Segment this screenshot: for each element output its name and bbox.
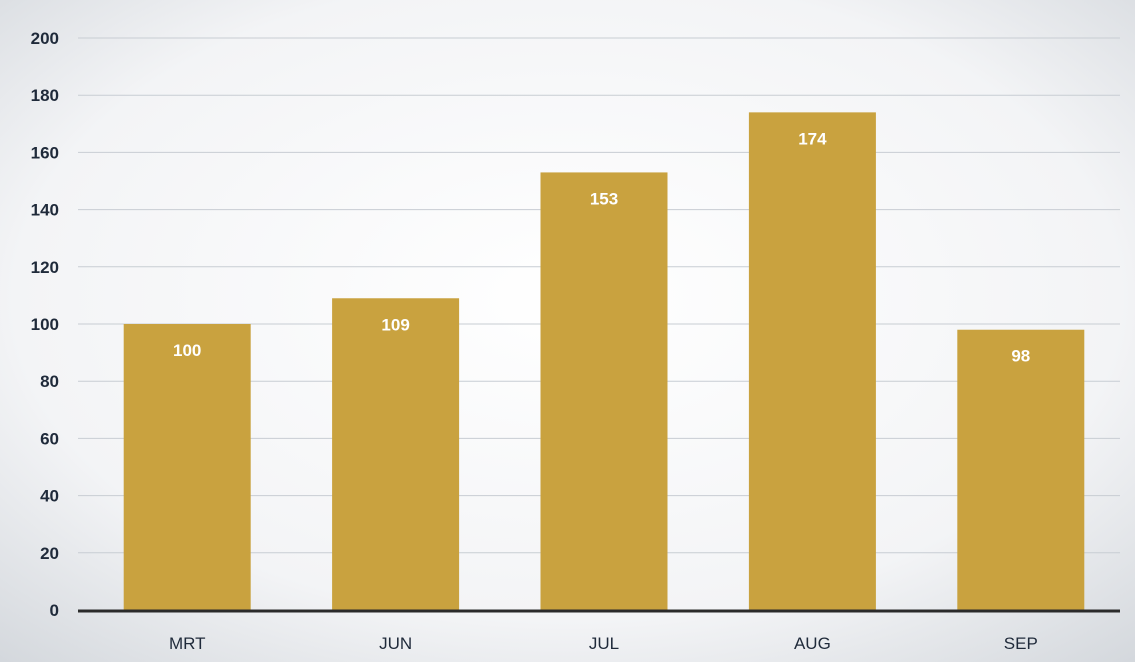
y-tick-label: 200 (31, 29, 59, 48)
bar-aug (749, 112, 876, 610)
data-label: 153 (590, 189, 618, 208)
x-tick-label: SEP (1004, 634, 1038, 653)
bar-mrt (124, 324, 251, 610)
x-tick-label: JUL (589, 634, 619, 653)
y-tick-label: 160 (31, 143, 59, 162)
data-label: 109 (381, 315, 409, 334)
x-tick-label: JUN (379, 634, 412, 653)
y-tick-label: 80 (40, 372, 59, 391)
data-label: 98 (1011, 347, 1030, 366)
bar-sep (957, 330, 1084, 610)
x-tick-label: MRT (169, 634, 206, 653)
y-tick-label: 0 (50, 601, 59, 620)
x-tick-label: AUG (794, 634, 831, 653)
data-label: 174 (798, 129, 827, 148)
y-tick-label: 60 (40, 429, 59, 448)
bar-jul (541, 172, 668, 610)
y-tick-label: 100 (31, 315, 59, 334)
y-tick-label: 20 (40, 544, 59, 563)
y-tick-label: 40 (40, 487, 59, 506)
y-tick-label: 120 (31, 258, 59, 277)
data-label: 100 (173, 341, 201, 360)
bar-jun (332, 298, 459, 610)
y-tick-label: 180 (31, 86, 59, 105)
y-tick-label: 140 (31, 201, 59, 220)
